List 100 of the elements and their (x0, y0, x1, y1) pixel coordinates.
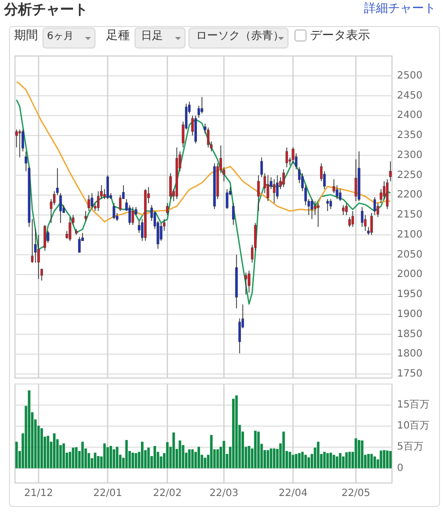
bar (46, 436, 50, 468)
bar (266, 450, 270, 468)
bar (112, 449, 116, 468)
y-tick-label: 10百万 (397, 420, 430, 432)
bar (342, 456, 345, 468)
text: 6ヶ月 (47, 31, 74, 42)
candlestick (18, 129, 21, 158)
candlestick (88, 194, 90, 212)
bar (254, 430, 257, 468)
bar (323, 452, 326, 468)
text: データ表示 (310, 28, 370, 42)
candlestick (44, 224, 46, 252)
candlestick (78, 236, 81, 254)
bar (216, 449, 219, 468)
candlestick (326, 198, 329, 212)
x-tick-label: 22/02 (152, 488, 182, 499)
bar (270, 448, 272, 468)
line-series (16, 99, 392, 305)
y-tick-label: 2350 (397, 130, 422, 142)
y-tick-label: 2150 (397, 210, 422, 221)
candlestick (84, 210, 87, 222)
bar (72, 448, 74, 468)
bar (329, 452, 332, 468)
candlestick (282, 168, 285, 188)
candlestick (160, 222, 162, 242)
bar (301, 452, 304, 468)
y-tick-label: 1950 (397, 289, 422, 300)
candlestick (206, 127, 210, 148)
bar (210, 434, 213, 468)
bar (222, 440, 226, 468)
bar (338, 453, 342, 468)
candlestick (310, 198, 314, 220)
text: 詳細チャート (364, 1, 436, 15)
x-tick-label: 22/04 (278, 488, 308, 499)
candlestick (276, 174, 279, 200)
bar (348, 452, 351, 468)
candlestick (351, 210, 354, 228)
text: 足種 (106, 28, 130, 42)
y-tick-label: 5百万 (397, 442, 424, 453)
bar (326, 453, 329, 468)
candlestick (272, 178, 276, 204)
bar (106, 447, 109, 468)
candlestick (112, 202, 116, 220)
bar (367, 454, 370, 468)
bar (178, 440, 182, 468)
candlestick (360, 206, 364, 228)
bar (15, 442, 18, 468)
y-tick-label: 1800 (397, 348, 422, 360)
candlestick (194, 115, 197, 144)
candlestick (166, 202, 169, 216)
y-tick-label: 2500 (397, 70, 422, 82)
bar (232, 398, 235, 468)
bar (191, 449, 194, 468)
candlestick (257, 174, 260, 212)
bar (288, 452, 292, 468)
bar (53, 433, 56, 468)
candlestick (68, 216, 72, 242)
bar (132, 452, 134, 468)
candlestick (286, 147, 288, 168)
bar (235, 395, 238, 468)
candlestick (373, 196, 376, 216)
y-tick-label: 2300 (397, 150, 422, 161)
bar (134, 453, 138, 468)
bar (140, 442, 144, 468)
bar (75, 447, 78, 468)
y-tick-label: 2000 (397, 269, 422, 280)
y-tick-label: 1850 (397, 328, 422, 340)
bar (188, 449, 191, 468)
y-tick-label: 2250 (397, 170, 422, 181)
candlestick (232, 202, 235, 226)
text: 日足 (141, 29, 163, 42)
x-tick-label: 22/03 (210, 488, 238, 499)
y-tick-label: 2450 (397, 90, 422, 102)
bar (125, 440, 128, 468)
x-tick-label: 22/05 (341, 488, 370, 499)
bar (248, 446, 250, 468)
bar (382, 450, 386, 468)
bar (360, 440, 364, 468)
bar (316, 442, 320, 468)
bar (81, 442, 84, 468)
bar (292, 454, 294, 468)
candlestick (370, 212, 373, 236)
candlestick (354, 158, 358, 202)
bar (307, 457, 310, 468)
candlestick (338, 188, 342, 202)
candlestick (345, 202, 348, 216)
candlestick (386, 178, 389, 210)
bar (198, 446, 200, 468)
y-tick-label: 2200 (397, 190, 422, 201)
bar (370, 454, 373, 468)
bar (97, 456, 100, 468)
y-tick-label: 2100 (397, 229, 422, 240)
bar (68, 452, 72, 468)
candlestick (389, 160, 392, 182)
bar (172, 432, 175, 468)
bar (62, 443, 65, 468)
bar (28, 390, 30, 468)
bar (304, 454, 307, 468)
candlestick (132, 206, 134, 226)
bar (257, 432, 260, 468)
